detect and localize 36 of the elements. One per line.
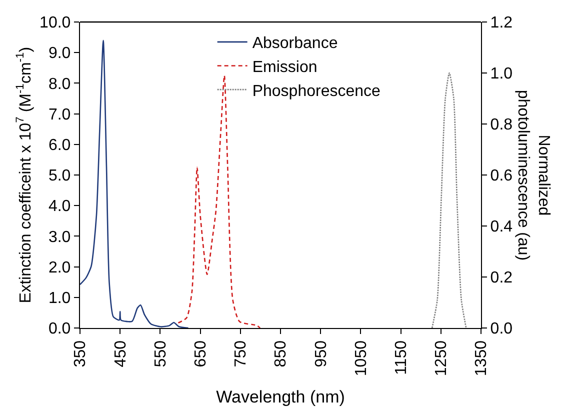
x-tick-label: 650 [192, 340, 210, 368]
x-tick-label: 1150 [393, 340, 410, 375]
legend-label: Absorbance [252, 35, 338, 52]
x-tick-label: 850 [272, 340, 290, 368]
y-tick-label: 0.0 [48, 320, 71, 338]
y2-tick-label: 0.0 [490, 320, 513, 338]
y2-tick-label: 0.2 [490, 270, 513, 287]
legend-label: Emission [252, 59, 318, 76]
y2-tick-label: 0.6 [490, 168, 513, 185]
x-tick-label: 550 [152, 340, 170, 368]
y-tick-label: 1.0 [48, 290, 71, 307]
y-tick-label: 4.0 [48, 198, 71, 216]
y-tick-label: 7.0 [48, 106, 71, 124]
line-series [431, 72, 467, 328]
legend-label: Phosphorescence [252, 82, 381, 100]
y2-tick-label: 0.8 [490, 116, 513, 134]
y-tick-label: 5.0 [48, 168, 71, 185]
y2-tick-label: 0.4 [490, 218, 513, 236]
x-tick-label: 1050 [352, 340, 370, 376]
line-series [80, 40, 189, 328]
x-tick-label: 350 [72, 340, 90, 368]
x-tick-label: 1350 [473, 340, 490, 376]
x-tick-label: 950 [312, 340, 330, 368]
y2-tick-label: 1.0 [490, 66, 513, 83]
x-tick-label: 1250 [433, 340, 450, 376]
y2-tick-label: 1.2 [490, 14, 513, 32]
x-tick-label: 750 [232, 340, 250, 368]
y-tick-label: 9.0 [48, 45, 71, 62]
y2-axis-title: Normalized photoluminescence (au) [514, 90, 552, 261]
y-tick-label: 3.0 [48, 228, 71, 246]
y-tick-label: 6.0 [48, 137, 71, 154]
y-tick-label: 2.0 [48, 259, 71, 276]
x-tick-label: 450 [112, 340, 130, 368]
y-tick-label: 8.0 [48, 76, 71, 93]
x-axis-title: Wavelength (nm) [216, 387, 345, 406]
y-tick-label: 10.0 [40, 14, 71, 32]
